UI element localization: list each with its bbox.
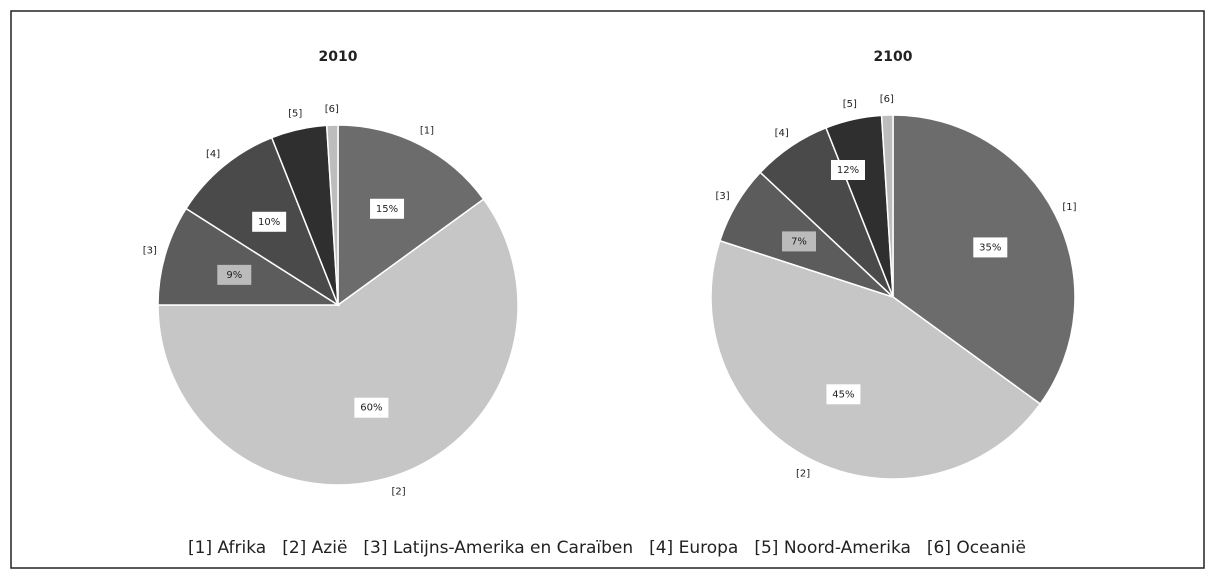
value-label: 15% (376, 204, 398, 215)
slice-category: [5] (843, 99, 857, 110)
value-label-box (217, 264, 252, 285)
pie-slice (325, 124, 339, 306)
pie-slice (157, 198, 519, 486)
value-label: 10% (258, 217, 280, 228)
value-label-box (354, 397, 389, 418)
value-label-box (826, 384, 861, 405)
legend-entry: [3] Latijns-Amerika en Caraïben (363, 538, 633, 558)
slice-category: [1] (420, 125, 434, 136)
annotation: 12% (837, 165, 859, 176)
pie-slice (880, 114, 894, 298)
value-label-box (973, 237, 1008, 258)
legend-entry: [1] Afrika (188, 538, 266, 558)
value-label: 60% (360, 403, 382, 414)
pie-slice (892, 114, 1076, 406)
chart-title: 2010 (319, 49, 358, 65)
slice-category: [6] (325, 104, 339, 115)
legend-entry: [2] Azië (282, 538, 347, 558)
value-label-box (782, 231, 817, 252)
legend-entry: [4] Europa (649, 538, 738, 558)
slice-category: [5] (288, 109, 302, 120)
legend-entry: [6] Oceanië (927, 538, 1026, 558)
slice-category: [3] (715, 191, 729, 202)
slice-category: [4] (206, 149, 220, 160)
slice-category: [6] (880, 94, 894, 105)
legend-entry: [5] Noord-Amerika (754, 538, 911, 558)
slice-category: [2] (796, 468, 810, 479)
annotation-box (831, 160, 865, 180)
slice-category: [3] (143, 245, 157, 256)
value-label: 9% (226, 270, 242, 281)
slice-category: [4] (775, 128, 789, 139)
value-label: 45% (832, 389, 854, 400)
chart-title: 2100 (874, 49, 913, 65)
slice-category: [2] (391, 486, 405, 497)
legend: [1] Afrika [2] Azië [3] Latijns-Amerika en… (188, 538, 1026, 558)
value-label: 7% (791, 236, 807, 247)
frame (10, 10, 1205, 569)
pie-slice (337, 124, 485, 307)
value-label-box (370, 198, 405, 219)
value-label: 35% (979, 242, 1001, 253)
value-label-box (252, 211, 287, 232)
pie-slice (710, 239, 1042, 480)
slice-category: [1] (1062, 202, 1076, 213)
pie-slice (157, 207, 341, 306)
